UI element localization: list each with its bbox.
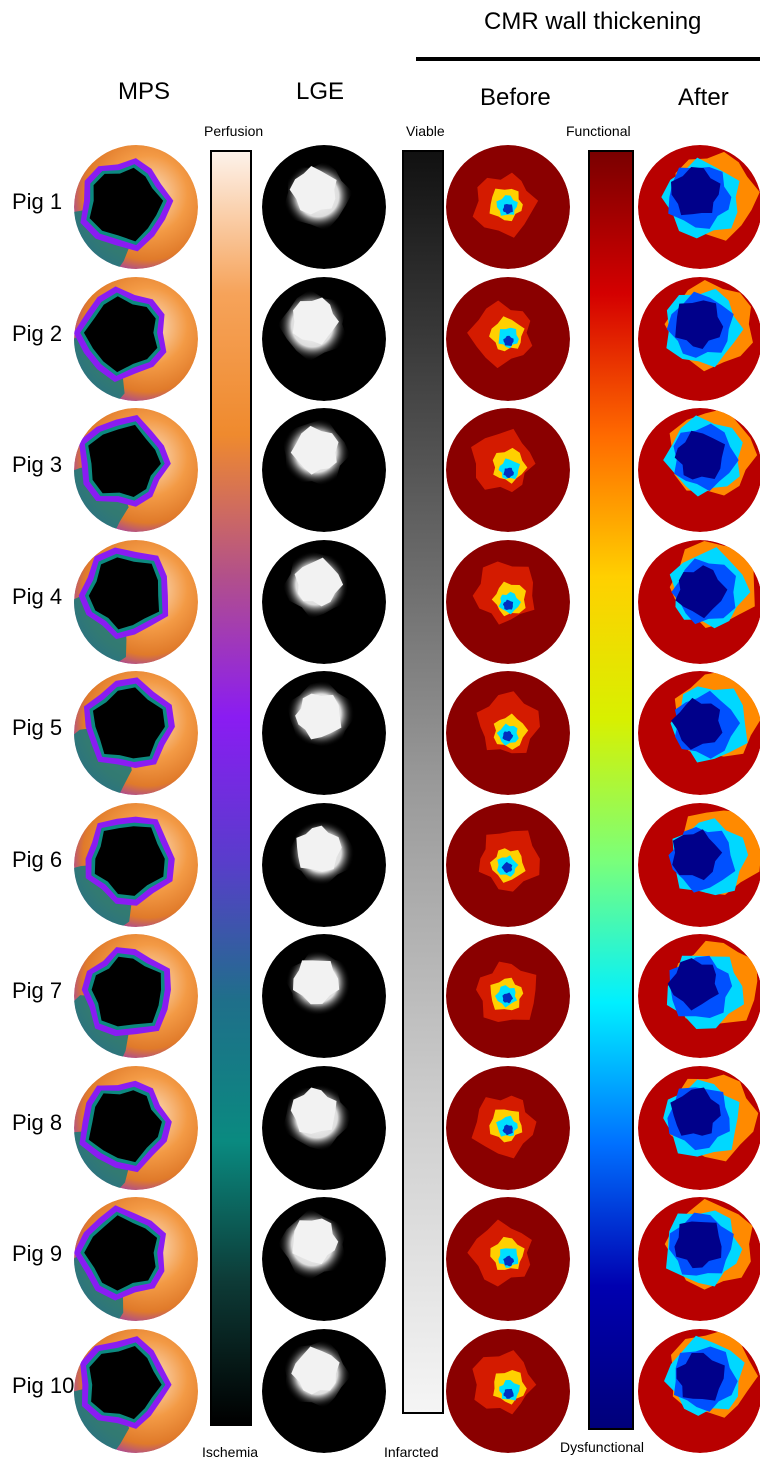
after-disc [638,145,760,269]
row-label: Pig 3 [12,452,63,477]
before-disc [446,408,570,532]
after-disc [638,1065,760,1190]
viability-bottom-label: Infarcted [384,1444,439,1460]
function-colorbar [588,150,634,1430]
after-disc [638,802,760,927]
row-label: Pig 2 [12,320,63,346]
mps-disc [74,276,198,401]
group-title: CMR wall thickening [484,8,702,35]
after-disc [638,671,760,795]
perfusion-colorbar [210,150,252,1426]
viability-top-label: Viable [406,123,445,139]
lge-disc [262,1065,386,1190]
lge-disc [262,408,386,532]
before-disc [446,671,570,795]
lge-disc [262,934,386,1058]
lge-disc [262,539,386,664]
row-label: Pig 9 [12,1241,63,1266]
before-disc [446,1065,570,1190]
after-disc [638,1328,760,1453]
column-title-lge: LGE [296,78,345,105]
lge-disc [262,1328,386,1453]
column-title-mps: MPS [118,78,171,105]
after-disc [638,934,760,1058]
row-label: Pig 4 [12,583,63,609]
mps-disc [74,671,198,795]
perfusion-bottom-label: Ischemia [202,1444,259,1460]
function-top-label: Functional [566,123,631,139]
lge-disc [262,145,386,269]
row-label: Pig 7 [12,978,63,1003]
after-disc [638,539,760,664]
row-label: Pig 10 [12,1372,75,1398]
row-label: Pig 1 [12,189,63,214]
column-title-after: After [678,84,729,111]
row-label: Pig 5 [12,715,63,740]
before-disc [446,276,570,401]
before-disc [446,1197,570,1321]
lge-disc [262,276,386,401]
mps-disc [74,1065,198,1190]
mps-disc [74,1328,198,1453]
mps-disc [74,1197,198,1321]
before-disc [446,145,570,269]
perfusion-top-label: Perfusion [204,123,264,139]
mps-disc [74,539,198,664]
mps-disc [74,145,198,269]
mps-disc [74,408,198,532]
group-title-rule [416,57,760,61]
row-label: Pig 8 [12,1109,63,1135]
row-label: Pig 6 [12,846,63,872]
mps-disc [74,802,198,927]
after-disc [638,408,760,532]
after-disc [638,1197,760,1321]
viability-colorbar [402,150,444,1414]
mps-disc [74,934,198,1058]
lge-disc [262,1197,386,1321]
before-disc [446,802,570,927]
function-bottom-label: Dysfunctional [560,1439,645,1455]
lge-disc [262,671,386,795]
lge-disc [262,802,386,927]
column-title-before: Before [480,84,551,111]
before-disc [446,934,570,1058]
after-disc [638,276,760,401]
before-disc [446,1328,570,1453]
before-disc [446,539,570,664]
